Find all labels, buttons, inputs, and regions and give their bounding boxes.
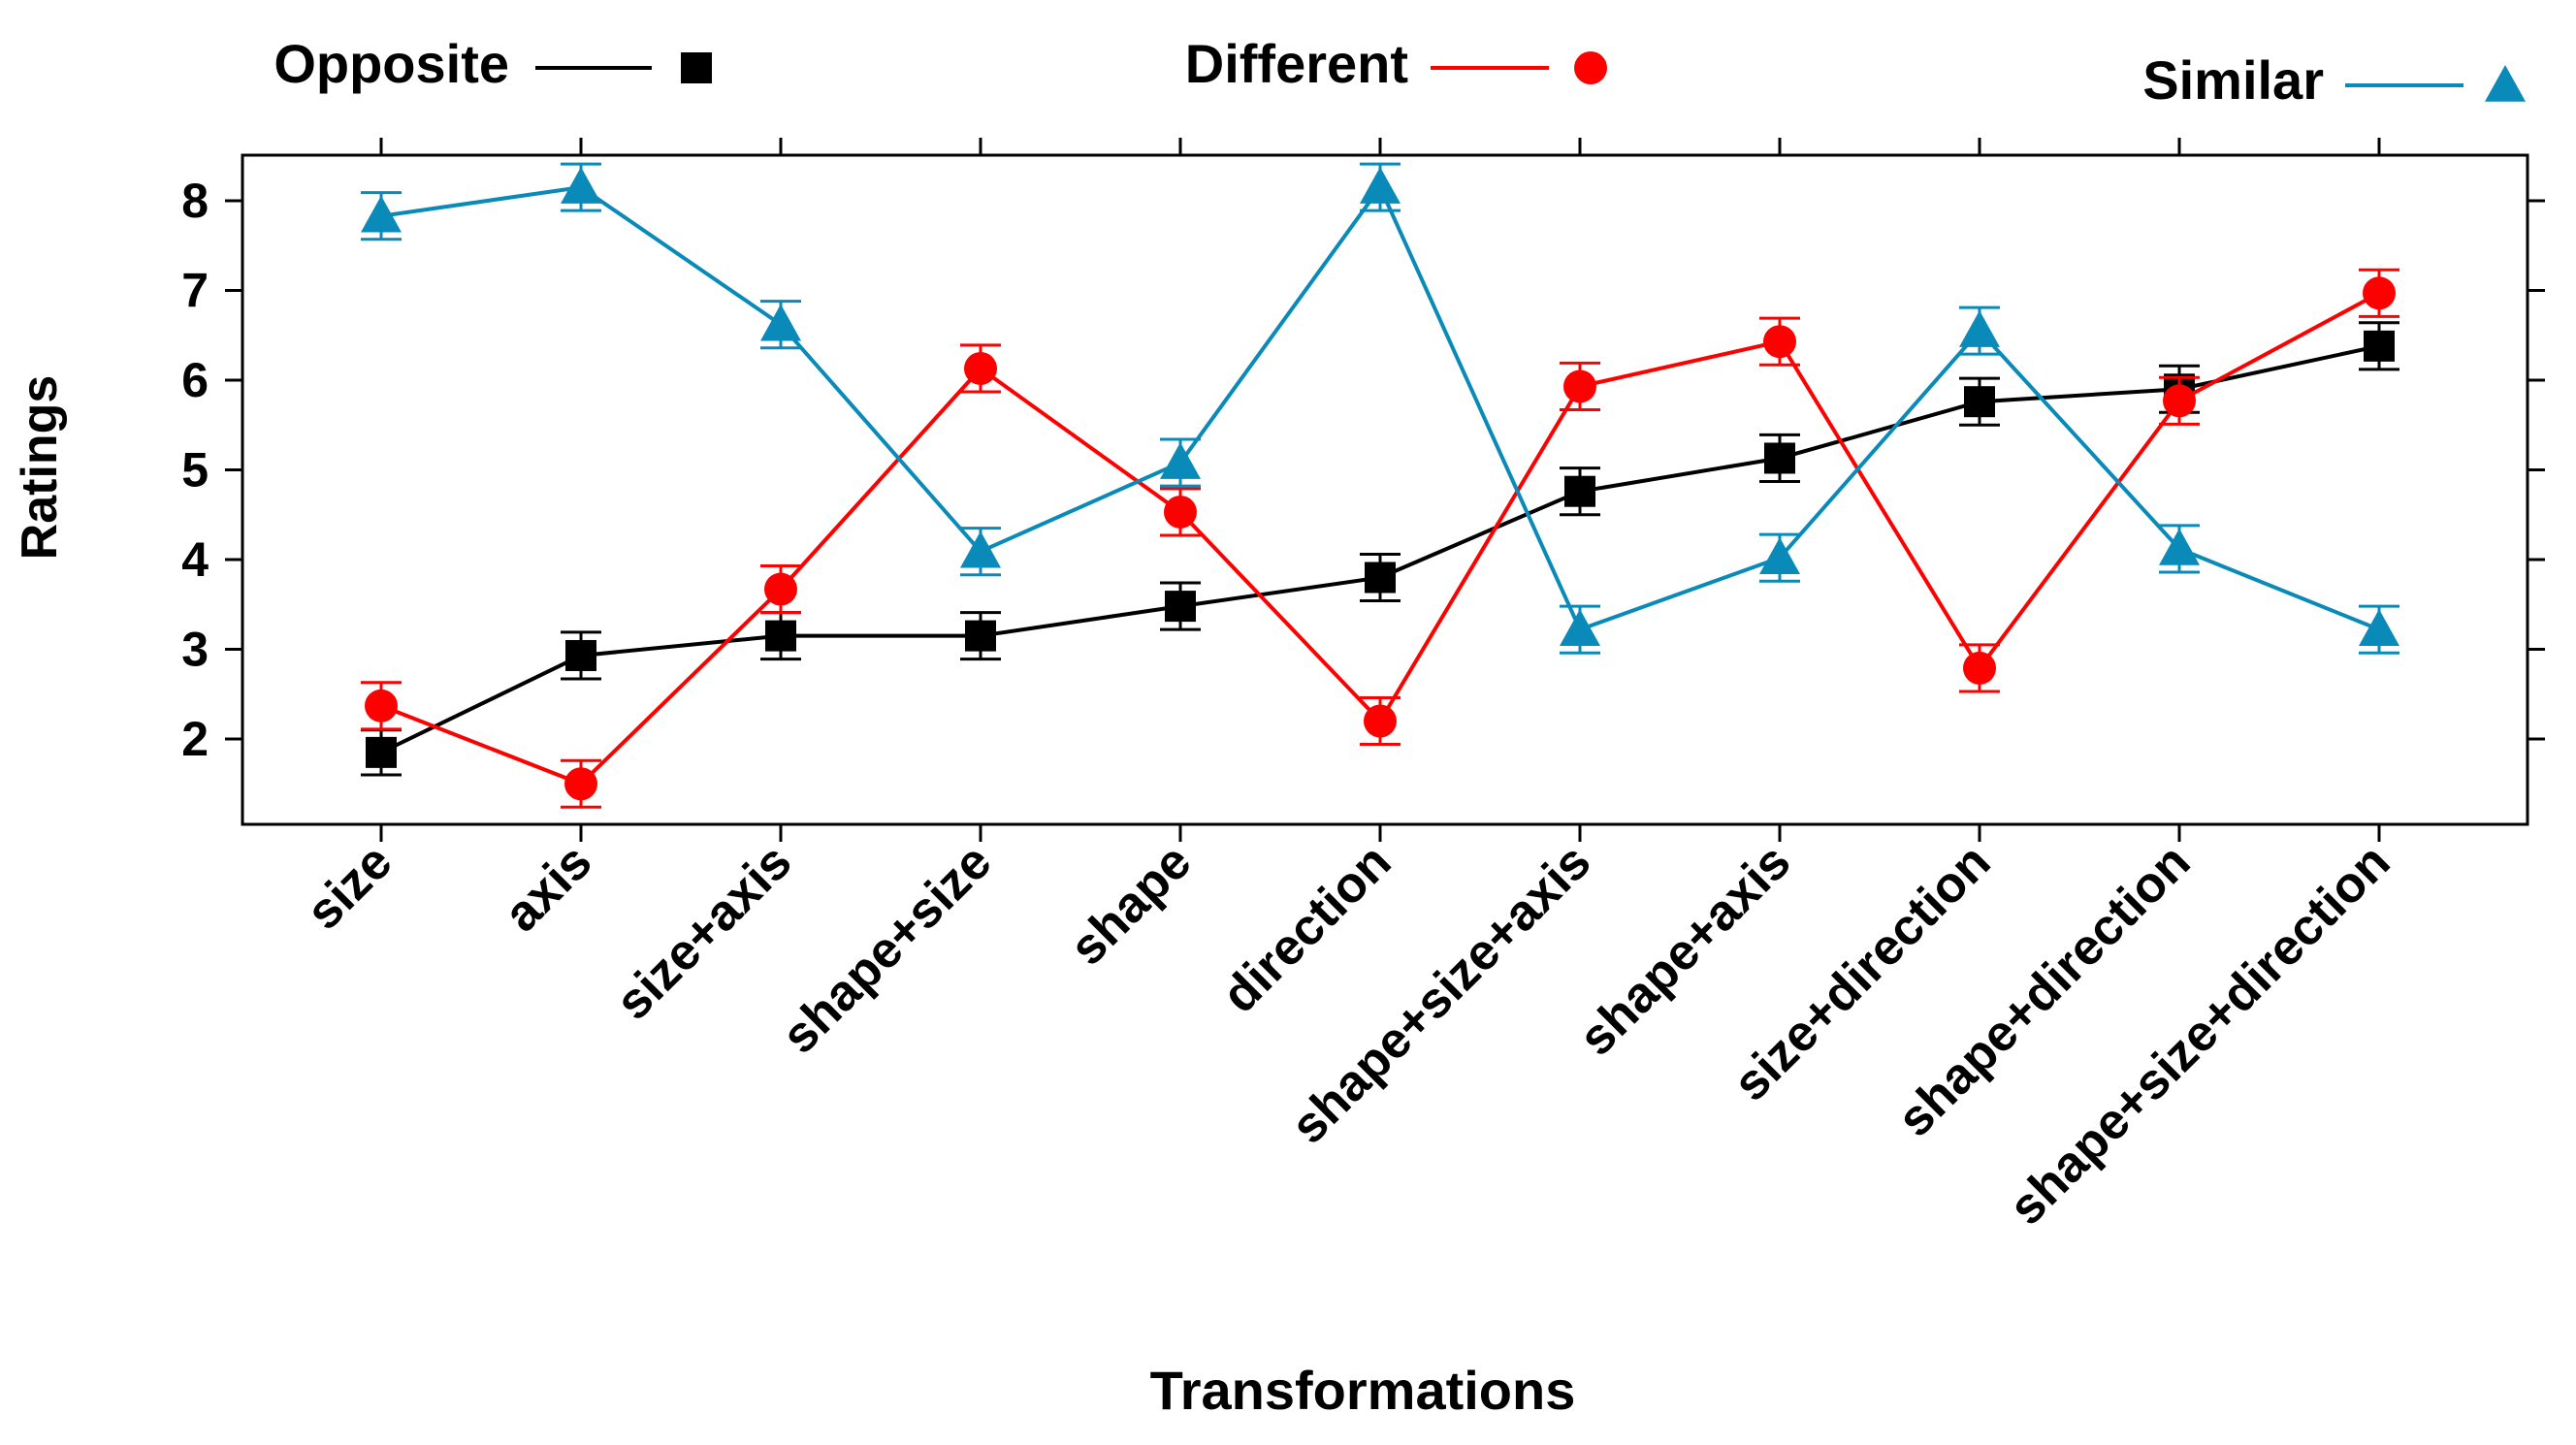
data-point	[1160, 442, 1201, 479]
data-point	[2163, 384, 2196, 418]
data-point	[366, 736, 397, 768]
legend-marker	[1574, 51, 1607, 84]
data-point	[2359, 609, 2399, 646]
legend-label: Different	[1185, 33, 1408, 94]
data-point	[361, 195, 402, 233]
data-point	[2159, 528, 2200, 565]
data-point	[1764, 442, 1795, 474]
x-axis-label: Transformations	[1150, 1360, 1576, 1421]
legend: Opposite Different Similar	[274, 33, 2526, 111]
data-point	[964, 351, 997, 385]
legend-label: Similar	[2142, 49, 2324, 111]
legend-marker	[681, 52, 712, 83]
data-point	[2364, 330, 2395, 362]
legend-item-opposite: Opposite	[274, 33, 712, 94]
data-point	[960, 530, 1001, 568]
y-tick-label: 4	[181, 532, 209, 587]
data-point	[565, 639, 596, 671]
data-point	[1563, 369, 1596, 403]
data-point	[1964, 386, 1995, 418]
data-point	[760, 304, 801, 341]
data-point	[1165, 591, 1196, 623]
y-tick-label: 2	[181, 712, 209, 766]
legend-item-different: Different	[1185, 33, 1607, 94]
legend-label: Opposite	[274, 33, 509, 94]
data-point	[561, 167, 601, 204]
data-point	[1360, 167, 1401, 204]
series-similar	[361, 162, 2399, 655]
data-point	[1560, 609, 1600, 646]
series-layer	[361, 162, 2399, 809]
legend-item-similar: Similar	[2142, 49, 2526, 111]
data-point	[1365, 562, 1396, 594]
legend-marker	[2485, 65, 2526, 102]
data-point	[1763, 325, 1796, 359]
data-point	[1164, 495, 1197, 529]
y-tick-label: 8	[181, 174, 209, 228]
data-point	[765, 620, 796, 652]
data-point	[564, 767, 597, 801]
data-point	[1959, 310, 2000, 347]
data-point	[1364, 704, 1397, 738]
data-point	[764, 572, 797, 606]
y-tick-label: 6	[181, 353, 209, 407]
series-different	[361, 268, 2399, 809]
y-tick-label: 7	[181, 264, 209, 318]
y-axis-label: Ratings	[12, 375, 68, 561]
y-tick-label: 5	[181, 443, 209, 498]
data-point	[965, 620, 996, 652]
plot-frame	[241, 153, 2529, 826]
data-point	[2363, 276, 2396, 310]
data-point	[365, 689, 398, 722]
data-point	[1759, 537, 1800, 574]
y-tick-label: 3	[181, 623, 209, 677]
data-point	[1564, 475, 1595, 507]
data-point	[1963, 651, 1996, 685]
